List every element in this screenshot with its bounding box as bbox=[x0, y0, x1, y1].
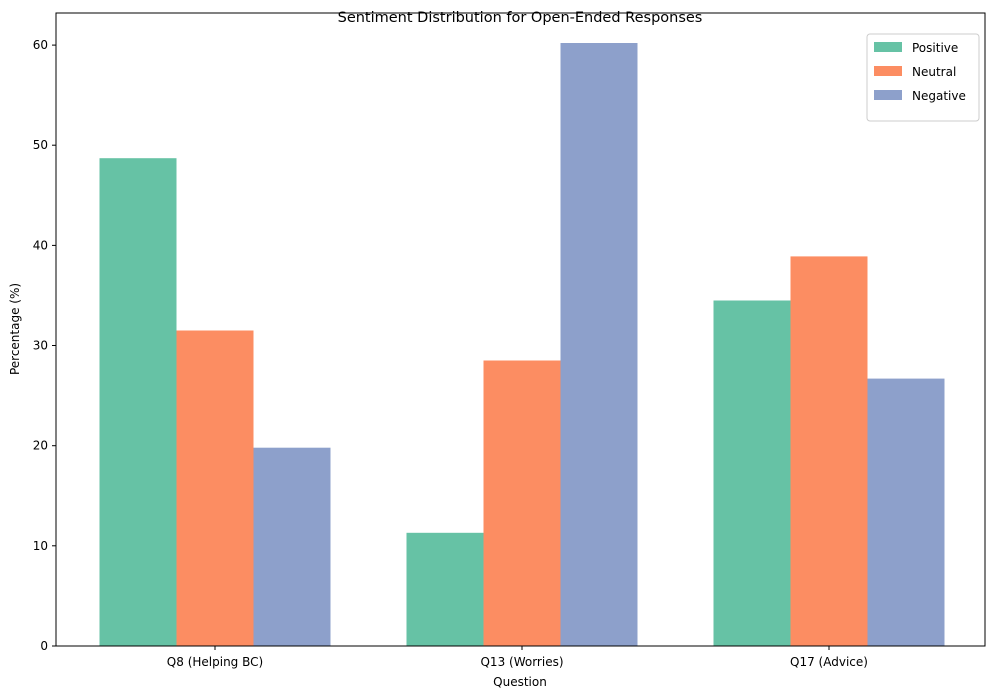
plot-frame bbox=[55, 12, 986, 647]
y-tick-label: 20 bbox=[33, 439, 48, 453]
y-axis-label: Percentage (%) bbox=[8, 283, 22, 375]
legend-swatch-neutral bbox=[874, 66, 902, 76]
y-tick-label: 30 bbox=[33, 339, 48, 353]
y-tick-label: 60 bbox=[33, 38, 48, 52]
legend-label-negative: Negative bbox=[912, 89, 966, 103]
legend-swatch-positive bbox=[874, 42, 902, 52]
y-axis: 0 10 20 30 40 50 60 bbox=[33, 38, 56, 653]
bar-neutral-2 bbox=[483, 360, 561, 646]
bar-negative-2 bbox=[560, 43, 638, 646]
bar-neutral-3 bbox=[790, 256, 868, 646]
legend-label-positive: Positive bbox=[912, 41, 958, 55]
legend-label-neutral: Neutral bbox=[912, 65, 956, 79]
legend: Positive Neutral Negative bbox=[866, 33, 980, 122]
x-tick-label: Q13 (Worries) bbox=[480, 655, 563, 669]
x-axis: Q8 (Helping BC) Q13 (Worries) Q17 (Advice) bbox=[167, 646, 868, 669]
y-tick-label: 50 bbox=[33, 138, 48, 152]
y-tick-label: 0 bbox=[40, 639, 48, 653]
bar-negative-3 bbox=[867, 378, 945, 646]
x-tick-label: Q8 (Helping BC) bbox=[167, 655, 263, 669]
bar-neutral-1 bbox=[176, 330, 254, 646]
bar-positive-1 bbox=[99, 158, 177, 646]
legend-swatch-negative bbox=[874, 90, 902, 100]
bar-negative-1 bbox=[253, 447, 331, 646]
bars-layer bbox=[99, 43, 945, 646]
y-tick-label: 40 bbox=[33, 238, 48, 252]
y-tick-label: 10 bbox=[33, 539, 48, 553]
legend-entries: Positive Neutral Negative bbox=[874, 41, 966, 103]
bar-positive-3 bbox=[713, 300, 791, 646]
bar-positive-2 bbox=[406, 532, 484, 646]
x-axis-label: Question bbox=[493, 675, 547, 689]
chart-title: Sentiment Distribution for Open-Ended Re… bbox=[338, 10, 703, 26]
x-tick-label: Q17 (Advice) bbox=[790, 655, 868, 669]
